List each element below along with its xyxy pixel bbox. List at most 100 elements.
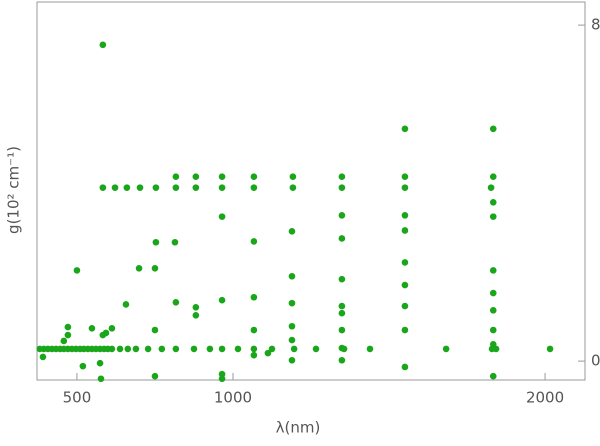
point [234, 345, 242, 353]
x-tick-label: 2000 [526, 389, 564, 407]
point [338, 344, 346, 352]
point [60, 337, 68, 345]
point [250, 326, 258, 334]
point [489, 213, 497, 220]
point [442, 345, 450, 353]
point [288, 322, 296, 330]
point [401, 363, 409, 371]
y-axis-label: g(10² cm⁻¹) [5, 146, 23, 234]
point [401, 227, 409, 234]
point [264, 349, 272, 357]
y-tick-label: 8 [591, 16, 600, 34]
point [190, 345, 198, 353]
point [158, 345, 166, 353]
point [338, 356, 346, 364]
point [96, 359, 104, 367]
point [401, 173, 409, 181]
point [250, 173, 258, 181]
point [401, 326, 409, 334]
point [401, 259, 409, 266]
point [192, 184, 200, 191]
point [401, 212, 409, 219]
point [489, 199, 497, 206]
point [250, 345, 258, 353]
plot-frame [36, 1, 586, 381]
point [338, 235, 346, 242]
point [172, 184, 180, 191]
point [218, 213, 226, 220]
point [338, 173, 346, 181]
point [489, 267, 497, 274]
point [192, 173, 200, 181]
point [64, 323, 72, 331]
point [172, 345, 180, 353]
point [152, 184, 160, 191]
point [123, 184, 131, 191]
point [401, 281, 409, 289]
point [338, 309, 346, 317]
point [116, 345, 124, 353]
point [132, 345, 140, 353]
point [401, 125, 409, 133]
point [102, 329, 110, 337]
point [250, 293, 258, 301]
point [338, 302, 346, 310]
point [288, 272, 296, 280]
point [338, 212, 346, 219]
point [312, 345, 320, 353]
point [151, 326, 159, 334]
y-tick-label: 0 [591, 352, 600, 370]
point [151, 372, 159, 380]
point [338, 184, 346, 191]
point [366, 345, 374, 353]
point [64, 331, 72, 339]
x-tick-label: 1000 [214, 389, 252, 407]
point [97, 375, 105, 383]
point [152, 238, 160, 246]
point [111, 184, 119, 191]
point [250, 238, 258, 245]
point [151, 264, 159, 272]
point [489, 289, 497, 297]
point [338, 275, 346, 283]
point [218, 184, 226, 191]
point [88, 325, 96, 332]
point [99, 184, 107, 191]
point [218, 375, 226, 383]
point [288, 356, 296, 364]
point [268, 345, 276, 353]
point [99, 41, 107, 49]
point [489, 306, 497, 314]
point [250, 351, 258, 359]
point [401, 302, 409, 310]
point [79, 362, 87, 370]
point [489, 125, 497, 133]
point [136, 184, 144, 191]
point [206, 345, 214, 353]
point [218, 345, 226, 353]
point [288, 336, 296, 344]
point [487, 184, 495, 191]
point [192, 312, 200, 319]
x-axis-label: λ(nm) [276, 419, 321, 437]
point [73, 267, 81, 274]
point [108, 345, 116, 353]
point [39, 353, 47, 361]
point [289, 173, 297, 181]
point [489, 372, 497, 380]
point [108, 325, 116, 332]
point [289, 184, 297, 191]
x-tick-label: 500 [63, 389, 92, 407]
point [192, 304, 200, 311]
point [218, 296, 226, 304]
point [338, 326, 346, 334]
point [122, 301, 130, 308]
point [489, 173, 497, 181]
point [172, 299, 180, 306]
point [171, 238, 179, 246]
point [250, 184, 258, 191]
point [172, 173, 180, 181]
point [135, 264, 143, 272]
point [546, 345, 554, 353]
